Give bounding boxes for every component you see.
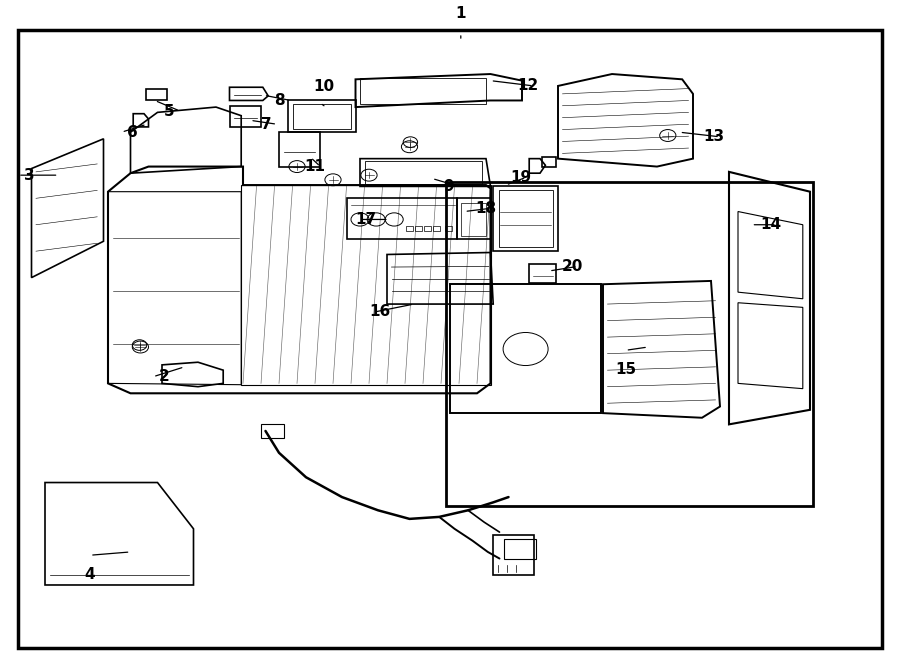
Bar (446, 182, 813, 506)
Text: 6: 6 (127, 125, 138, 139)
Text: 5: 5 (164, 104, 175, 118)
Bar (461, 203, 486, 236)
Text: 15: 15 (615, 362, 636, 377)
Bar (433, 226, 440, 231)
Bar (360, 78, 486, 104)
Text: 14: 14 (760, 217, 781, 232)
Bar (415, 226, 422, 231)
Bar (261, 424, 284, 438)
Text: 10: 10 (313, 79, 335, 94)
Text: 13: 13 (704, 130, 725, 144)
Bar (406, 226, 413, 231)
Bar (499, 190, 553, 247)
Text: 7: 7 (261, 117, 272, 132)
Text: 2: 2 (158, 369, 169, 384)
Text: 4: 4 (85, 567, 95, 582)
Bar (424, 226, 431, 231)
Bar (493, 535, 534, 575)
Text: 3: 3 (23, 168, 34, 182)
Text: 1: 1 (455, 6, 466, 21)
Text: 20: 20 (562, 259, 583, 274)
Bar (445, 226, 452, 231)
Text: 11: 11 (304, 159, 325, 174)
Bar (364, 161, 482, 184)
Text: 12: 12 (518, 79, 539, 93)
Bar (504, 539, 536, 559)
Text: 17: 17 (356, 212, 376, 227)
Text: 9: 9 (443, 179, 454, 194)
Text: 16: 16 (369, 305, 391, 319)
Bar (292, 104, 351, 129)
Text: 8: 8 (274, 93, 285, 108)
Text: 18: 18 (475, 201, 496, 215)
Bar (241, 185, 491, 385)
Text: 19: 19 (510, 170, 531, 184)
